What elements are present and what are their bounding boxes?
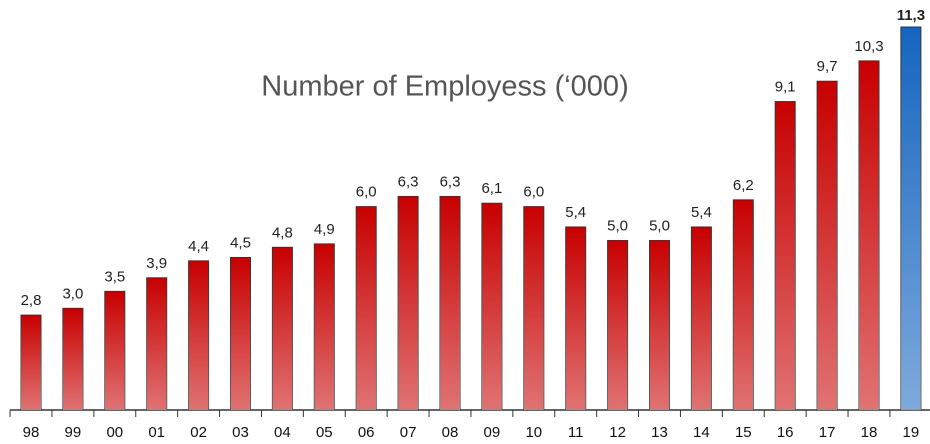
bar-shade xyxy=(188,260,209,410)
value-label: 6,3 xyxy=(398,173,419,190)
value-label: 5,4 xyxy=(565,204,586,221)
x-tick-label: 18 xyxy=(861,424,878,441)
value-label: 6,2 xyxy=(733,177,754,194)
x-tick-label: 04 xyxy=(274,424,291,441)
bar-shade xyxy=(649,240,670,410)
x-tick-label: 09 xyxy=(484,424,501,441)
value-label: 11,3 xyxy=(897,7,925,24)
x-tick-label: 14 xyxy=(693,424,710,441)
chart-title: Number of Employess (‘000) xyxy=(261,71,628,103)
bar-shade xyxy=(62,308,83,410)
x-tick-label: 17 xyxy=(819,424,836,441)
value-label: 5,0 xyxy=(649,217,670,234)
x-tick-label: 07 xyxy=(400,424,417,441)
x-tick-label: 98 xyxy=(23,424,40,441)
x-tick-label: 08 xyxy=(442,424,459,441)
bar-shade xyxy=(272,247,293,410)
x-tick-label: 19 xyxy=(903,424,920,441)
value-label: 3,5 xyxy=(104,268,125,285)
x-tick-label: 02 xyxy=(190,424,207,441)
bar-shade xyxy=(523,206,544,410)
bar-shade xyxy=(21,315,41,410)
value-label: 9,7 xyxy=(817,58,838,75)
x-tick-label: 12 xyxy=(609,424,626,441)
bar-shade xyxy=(775,101,796,410)
value-label: 2,8 xyxy=(21,292,42,309)
x-tick-label: 99 xyxy=(65,424,82,441)
x-tick-label: 16 xyxy=(777,424,794,441)
value-label: 6,0 xyxy=(523,184,544,201)
value-label: 4,5 xyxy=(230,234,251,251)
value-label: 4,4 xyxy=(188,238,209,255)
bar-shade xyxy=(398,196,419,410)
bar-shade xyxy=(146,277,167,410)
bar-shade xyxy=(733,199,754,410)
bar-shade xyxy=(481,203,502,410)
value-label: 4,8 xyxy=(272,224,293,241)
bar-shade xyxy=(565,226,586,410)
bar-shade xyxy=(607,240,628,410)
x-tick-label: 13 xyxy=(651,424,668,441)
value-label: 6,1 xyxy=(481,180,502,197)
bar-shade xyxy=(356,206,377,410)
bar-shade xyxy=(691,226,712,410)
x-tick-label: 11 xyxy=(568,424,584,441)
x-tick-label: 06 xyxy=(358,424,375,441)
x-tick-label: 03 xyxy=(232,424,249,441)
value-label: 6,3 xyxy=(440,173,461,190)
x-tick-label: 15 xyxy=(735,424,752,441)
bar-shade xyxy=(230,257,251,410)
bar-shade xyxy=(817,81,838,410)
bar-shade xyxy=(104,291,125,410)
x-tick-label: 05 xyxy=(316,424,333,441)
x-tick-label: 01 xyxy=(148,424,165,441)
value-label: 6,0 xyxy=(356,184,377,201)
value-label: 5,4 xyxy=(691,204,712,221)
x-tick-label: 00 xyxy=(106,424,123,441)
value-label: 9,1 xyxy=(775,79,796,96)
x-tick-label: 10 xyxy=(525,424,542,441)
bar-shade xyxy=(859,60,879,411)
bar-shade xyxy=(314,243,335,410)
bar-shade xyxy=(440,196,460,410)
value-label: 4,9 xyxy=(314,221,335,238)
value-label: 5,0 xyxy=(607,217,628,234)
value-label: 3,0 xyxy=(62,285,83,302)
value-label: 10,3 xyxy=(854,38,883,55)
value-label: 3,9 xyxy=(146,255,167,272)
bar-shade xyxy=(900,27,921,410)
